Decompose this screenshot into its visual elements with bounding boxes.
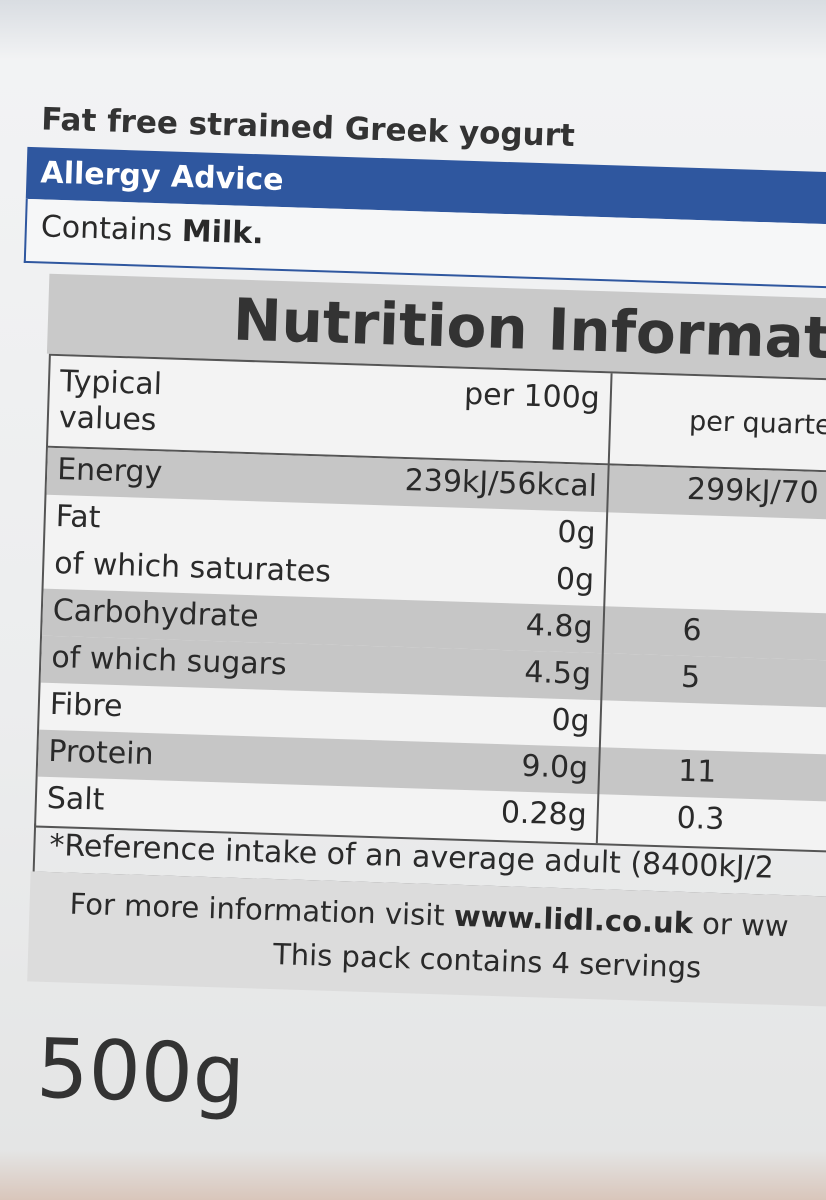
per-100g: 4.5g <box>523 654 592 692</box>
info-more: or ww <box>701 906 790 944</box>
per-100g: 0.28g <box>500 795 588 833</box>
header-per100: per 100g <box>463 376 601 417</box>
nutrient: Salt <box>46 780 105 818</box>
per-100g: 9.0g <box>520 748 589 786</box>
nutrient: Fat <box>55 499 101 536</box>
nutrient: Energy <box>56 452 163 491</box>
per-serving: 5 <box>680 659 701 696</box>
allergy-text: Contains Milk. <box>40 209 264 251</box>
nutrition-table: Typical values per 100g per quarte Energ… <box>34 353 826 855</box>
info-url: www.lidl.co.uk <box>453 898 694 941</box>
per-100g: 239kJ/56kcal <box>404 462 598 504</box>
nutrient: Fibre <box>49 686 124 725</box>
per-serving: 11 <box>677 753 717 790</box>
product-name: Fat free strained Greek yogurt <box>40 101 576 155</box>
header-label: Typical values <box>58 364 163 439</box>
nutrient: of which saturates <box>53 545 332 590</box>
info-lead: For more information visit <box>69 886 446 933</box>
header-per-serving: per quarte <box>688 405 826 442</box>
nutrient: Protein <box>47 733 155 773</box>
per-100g: 0g <box>556 514 597 551</box>
allergen: Milk. <box>181 213 265 252</box>
info-text: For more information visit www.lidl.co.u… <box>69 887 789 944</box>
per-100g: 4.8g <box>525 607 594 645</box>
per-serving: 299kJ/70 <box>686 471 820 511</box>
weight: 500g <box>34 1021 247 1124</box>
per-serving: 6 <box>681 612 703 649</box>
nutrition-title: Nutrition Informatio <box>232 285 826 375</box>
per-100g: 0g <box>555 561 595 598</box>
info-band: For more information visit www.lidl.co.u… <box>27 871 826 1009</box>
nutrient: Carbohydrate <box>52 592 260 635</box>
contains: Contains <box>40 209 173 249</box>
nutrient: of which sugars <box>50 639 288 683</box>
allergy-heading: Allergy Advice <box>40 155 285 198</box>
per-serving: 0.3 <box>676 800 725 838</box>
servings: This pack contains 4 servings <box>272 937 702 985</box>
per-100g: 0g <box>550 702 591 739</box>
